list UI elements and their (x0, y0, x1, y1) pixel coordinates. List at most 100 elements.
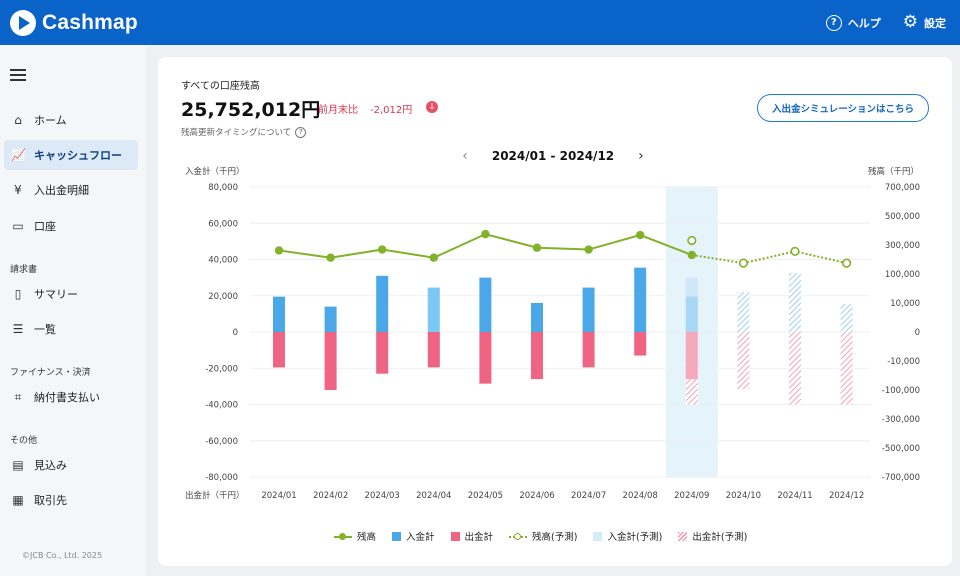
legend-swatch (450, 531, 460, 541)
legend-expense-forecast[interactable]: 出金計(予測) (678, 529, 747, 543)
y2-axis-label: 残高（千円） (868, 166, 919, 177)
y-tick-label: 80,000 (208, 183, 238, 193)
income-bar (427, 287, 440, 332)
period-label: 2024/01 - 2024/12 (491, 149, 615, 163)
card-icon: ▭ (12, 219, 24, 233)
next-period-icon[interactable]: › (638, 148, 644, 164)
x-tick-label: 2024/04 (416, 491, 451, 501)
sidebar-item-home[interactable]: ⌂ ホーム (4, 105, 138, 135)
total-balance: 25,752,012円 (181, 99, 321, 121)
expense-bar (685, 332, 698, 380)
y2-tick-label: -100,000 (882, 386, 920, 396)
y2-tick-label: 300,000 (885, 241, 920, 251)
legend-balance-forecast[interactable]: 残高(予測) (509, 529, 577, 543)
diff-value: -2,012円 (370, 105, 413, 116)
y-axis-label: 入金計（千円） (185, 166, 245, 177)
help-label: ヘルプ (847, 16, 881, 30)
x-tick-label: 2024/06 (519, 491, 554, 501)
x-tick-label: 2024/05 (468, 491, 503, 501)
sidebar-item-label: 一覧 (34, 323, 56, 336)
home-icon: ⌂ (14, 113, 22, 127)
legend-line-icon (509, 532, 528, 541)
legend-label: 出金計(予測) (692, 532, 748, 543)
income-bar (634, 267, 647, 332)
legend-swatch (678, 531, 688, 541)
x-tick-label: 2024/02 (313, 491, 348, 501)
expense-forecast-bar (789, 332, 801, 405)
sidebar-item-list[interactable]: ☰ 一覧 (4, 314, 138, 344)
sidebar-item-label: 取引先 (34, 494, 67, 507)
balance-title: すべての口座残高 (181, 81, 260, 92)
balance-point (584, 245, 593, 254)
legend-expense[interactable]: 出金計 (450, 529, 494, 543)
cashflow-chart: 80,000 60,000 40,000 20,000 0 -20,000 -40,000 -… (185, 166, 920, 501)
income-bar (376, 275, 389, 332)
list-icon: ☰ (12, 322, 24, 336)
timing-link-label: 残高更新タイミングについて (181, 128, 292, 138)
legend-label: 残高 (357, 532, 377, 543)
sidebar-item-label: ホーム (34, 114, 67, 127)
legend-label: 残高(予測) (532, 532, 578, 543)
balance-forecast-point (738, 258, 749, 268)
simulation-button[interactable]: 入出金シミュレーションはこちら (757, 94, 929, 122)
chart-legend: 残高 入金計 出金計 残高(予測) 入金計(予測) 出金計(予測) (334, 529, 747, 543)
sidebar-item-forecast[interactable]: ▤ 見込み (4, 450, 138, 480)
sidebar-item-label: キャッシュフロー (34, 149, 122, 162)
settings-label: 設定 (924, 16, 946, 30)
legend-swatch (392, 531, 402, 541)
x-tick-label: 2024/12 (829, 491, 864, 501)
app-name: Cashmap (42, 10, 138, 34)
expense-bar (531, 332, 543, 380)
income-bar (479, 277, 492, 332)
y2-tick-label: 700,000 (885, 183, 920, 193)
section-invoices: 請求書 (10, 265, 38, 275)
legend-label: 出金計 (464, 532, 494, 543)
section-other: その他 (10, 436, 38, 446)
cashmap-logo-icon (10, 9, 36, 36)
legend-balance[interactable]: 残高 (334, 529, 376, 543)
sidebar-item-cashflow[interactable]: 📈 キャッシュフロー (4, 140, 138, 170)
sidebar-item-payment-slip[interactable]: ⌗ 納付書支払い (4, 382, 138, 412)
building-icon: ▦ (12, 493, 24, 507)
y-tick-label: -20,000 (205, 364, 238, 374)
expense-bar (324, 332, 337, 390)
balance-point (429, 253, 438, 262)
sidebar: ⌂ ホーム 📈 キャッシュフロー ¥ 入出金明細 ▭ 口座 請求書 ▯ サマリー… (0, 45, 146, 576)
y-tick-label: 0 (233, 328, 238, 338)
balance-point (274, 246, 284, 255)
balance-forecast-point (790, 246, 800, 256)
expense-forecast-bar (737, 332, 750, 390)
x-tick-label: 2024/03 (365, 491, 400, 501)
yen-icon: ¥ (14, 183, 22, 197)
prev-period-icon[interactable]: ‹ (462, 148, 468, 164)
top-bar: Cashmap ? ヘルプ ⚙ 設定 (0, 0, 960, 45)
menu-icon[interactable] (10, 69, 26, 84)
timing-link[interactable]: 残高更新タイミングについて ? (181, 126, 307, 138)
help-button[interactable]: ? ヘルプ (825, 14, 881, 31)
y2-tick-label: -700,000 (882, 473, 920, 483)
cashflow-card: すべての口座残高 25,752,012円 前月末比 -2,012円 ↓ 残高更新… (158, 57, 952, 566)
expense-forecast-bar (840, 332, 853, 405)
legend-income-forecast[interactable]: 入金計(予測) (593, 529, 662, 543)
sidebar-item-clients[interactable]: ▦ 取引先 (4, 485, 138, 515)
gear-icon: ⚙ (902, 12, 918, 32)
arrow-down-icon: ↓ (426, 101, 438, 113)
settings-button[interactable]: ⚙ 設定 (903, 14, 946, 31)
expense-bar (479, 332, 492, 384)
forecast-icon: ▤ (12, 458, 24, 472)
balance-forecast-point (687, 235, 697, 246)
balance-point (687, 250, 696, 260)
sidebar-item-summary[interactable]: ▯ サマリー (4, 279, 138, 309)
sidebar-item-transactions[interactable]: ¥ 入出金明細 (4, 175, 138, 205)
x-tick-label: 2024/11 (777, 491, 812, 501)
document-icon: ▯ (14, 287, 22, 301)
legend-line-icon (334, 532, 352, 541)
brand-logo[interactable]: Cashmap (10, 9, 138, 36)
sidebar-item-accounts[interactable]: ▭ 口座 (4, 211, 138, 241)
income-forecast-bar (737, 292, 750, 332)
expense-bar (427, 332, 440, 368)
y-tick-label: -80,000 (205, 473, 238, 483)
period-selector: ‹ 2024/01 - 2024/12 › (458, 148, 648, 164)
x-tick-label: 2024/10 (726, 491, 761, 501)
legend-income[interactable]: 入金計 (392, 529, 435, 543)
